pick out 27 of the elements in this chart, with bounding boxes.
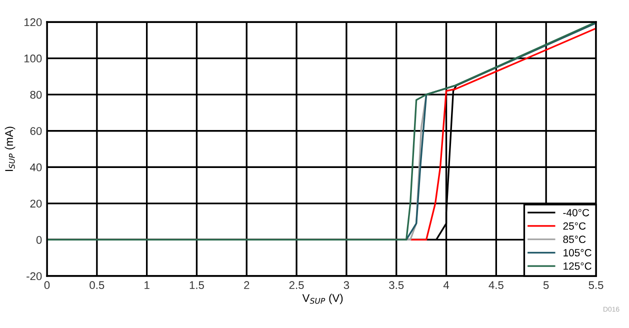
y-tick-label: 40	[30, 163, 42, 172]
legend-label: -40°C	[563, 208, 590, 216]
x-tick-label: 4	[443, 281, 450, 289]
x-tick-label: 1	[144, 281, 150, 289]
x-tick-label: 2.5	[289, 281, 304, 290]
legend-label: 125°C	[564, 262, 592, 270]
y-tick-label: 20	[30, 200, 42, 208]
y-tick-label: 80	[30, 90, 42, 99]
x-tick-label: 0	[44, 281, 50, 290]
legend-label: 25°C	[563, 222, 586, 230]
y-tick-label: 120	[24, 18, 42, 26]
y-tick-label: 60	[30, 127, 42, 135]
x-tick-label: 5	[543, 281, 549, 290]
y-tick-label: 100	[24, 54, 42, 62]
y-tick-label: 0	[36, 236, 42, 244]
x-tick-label: 5.5	[588, 281, 604, 290]
x-tick-label: 2	[244, 281, 250, 289]
legend-label: 85°C	[563, 236, 586, 244]
y-axis-title: I$_{SUP}$ (mA)	[4, 126, 16, 171]
x-tick-label: 3	[344, 281, 350, 290]
x-tick-label: 1.5	[190, 281, 204, 290]
y-tick-label: -20	[26, 272, 42, 280]
x-tick-label: 4.5	[488, 281, 504, 290]
x-axis-title: V$_{SUP}$ (V)	[302, 294, 343, 304]
legend-label: 105°C	[564, 249, 592, 256]
x-tick-label: 0.5	[90, 281, 104, 290]
x-tick-label: 3.5	[389, 281, 404, 290]
